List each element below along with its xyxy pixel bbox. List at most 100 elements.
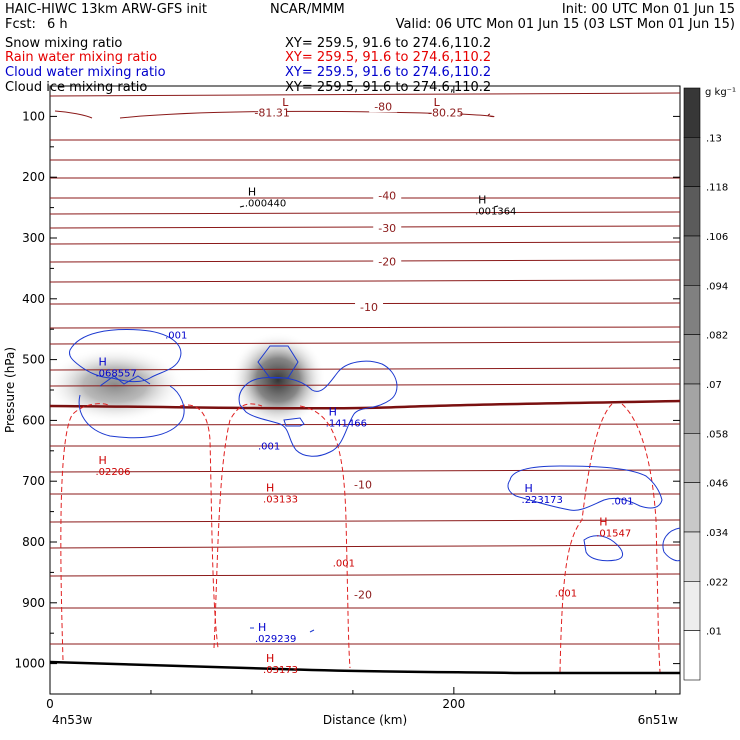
field-xy-cloud-ice: XY= 259.5, 91.6 to 274.6,110.2 <box>285 80 491 95</box>
colorbar-label: .07 <box>706 380 722 391</box>
contour-label: .001 <box>258 442 280 453</box>
cloud-contour <box>250 627 315 633</box>
colorbar-label: .01 <box>706 627 722 638</box>
colorbar-label: .058 <box>706 429 728 440</box>
contour-label: .001 <box>165 330 187 341</box>
extremum-value: .03173 <box>263 665 298 676</box>
extremum-marker: H <box>329 406 337 419</box>
rain-contour <box>179 404 219 649</box>
isotherm-label-bg <box>348 590 377 601</box>
contour-value-labels: .001 .001 .001 .001 .001 <box>165 330 634 599</box>
colorbar-label: .106 <box>706 232 728 243</box>
cloud-contour <box>238 360 398 457</box>
isotherm <box>49 241 681 245</box>
colorbar-bin <box>683 186 701 237</box>
extremum-marker: H <box>98 454 106 467</box>
isotherm-label: -80 <box>374 100 392 113</box>
colorbar-bin <box>683 531 701 582</box>
y-tick-label: 600 <box>22 413 45 427</box>
rain-contour <box>213 403 263 649</box>
contour-label: .001 <box>555 589 577 600</box>
isotherm-label: -20 <box>354 589 372 602</box>
colorbar-bin <box>683 235 701 286</box>
isotherm-labels: -80 -81.31 -80.25 -40 -30 -20 -10 -10 -20 <box>254 100 463 601</box>
colorbar: .13 .118 .106 .094 .082 .07 .058 .046 .034 .022 .0… <box>683 87 728 681</box>
extremum-value: .03133 <box>263 495 298 506</box>
isotherm <box>49 383 681 387</box>
cloud-contour <box>69 329 182 383</box>
isotherm <box>49 92 681 97</box>
cloud-water-contours <box>69 329 681 633</box>
temperature-contours <box>49 92 681 645</box>
isotherm-label-bg <box>355 302 384 313</box>
extremum-value: .223173 <box>522 495 563 506</box>
extremum-marker: H <box>599 516 607 529</box>
isotherm-label: -10 <box>360 301 378 314</box>
x-tick-label: 0 <box>46 697 54 711</box>
field-name-cloud-water: Cloud water mixing ratio <box>5 65 166 80</box>
colorbar-bin <box>683 433 701 483</box>
cloud-contour <box>507 465 663 511</box>
contour-label: .001 <box>611 496 633 507</box>
extremum-marker: H <box>478 193 486 206</box>
y-tick-label: 100 <box>22 109 45 123</box>
y-tick-label: 900 <box>22 596 45 610</box>
y-tick-label: 800 <box>22 535 45 549</box>
isotherm-label-bg <box>369 102 398 113</box>
y-tick-label: 500 <box>22 353 45 367</box>
y-tick-label: 200 <box>22 170 45 184</box>
ice-core-left <box>45 347 185 423</box>
colorbar-bin <box>683 482 701 533</box>
colorbar-label: .034 <box>706 528 728 539</box>
isotherm-label-bg <box>373 257 402 268</box>
extremum-value: .01547 <box>596 529 631 540</box>
isotherm <box>49 341 681 345</box>
extremum-marker: H <box>525 482 533 495</box>
extremum-value: .029239 <box>255 634 296 645</box>
x-endpoint-right: 6n51w <box>638 713 679 727</box>
organization-label: NCAR/MMM <box>270 2 345 17</box>
isotherm <box>49 469 681 473</box>
colorbar-bin <box>683 87 701 138</box>
colorbar-bin <box>683 334 701 385</box>
x-axis-title: Distance (km) <box>323 713 407 727</box>
field-xy-snow: XY= 259.5, 91.6 to 274.6,110.2 <box>285 36 491 51</box>
colorbar-label: .118 <box>706 183 728 194</box>
plot-area: 100 200 300 400 500 600 700 800 900 1000 0 200 -80… <box>14 85 681 711</box>
rain-contour <box>299 405 351 669</box>
isotherm <box>49 573 681 577</box>
extremum-marker: H <box>266 652 274 665</box>
colorbar-unit: g kg⁻¹ <box>705 87 736 98</box>
snow-contour <box>239 205 245 208</box>
freezing-level <box>49 399 681 410</box>
colorbar-bin <box>683 285 701 335</box>
colorbar-label: .082 <box>706 331 728 342</box>
colorbar-label: .13 <box>706 133 722 144</box>
y-tick-label: 700 <box>22 474 45 488</box>
colorbar-bin <box>683 581 701 631</box>
isotherm-label-bg <box>373 223 402 234</box>
x-axis: 0 200 <box>46 86 657 711</box>
field-name-rain: Rain water mixing ratio <box>5 50 157 65</box>
colorbar-bin <box>683 630 701 681</box>
rain-contours <box>60 403 661 673</box>
contour-label: .001 <box>333 558 355 569</box>
isotherm <box>49 326 681 329</box>
y-axis: 100 200 300 400 500 600 700 800 900 1000 <box>14 109 680 671</box>
isotherm <box>49 225 681 229</box>
isotherm-label-bg <box>431 108 460 119</box>
isotherm <box>119 110 495 119</box>
isotherm-label-bg <box>348 480 377 491</box>
cloud-contour <box>662 527 681 562</box>
isotherm <box>49 544 681 549</box>
isotherm-label-bg <box>258 108 287 119</box>
isotherm-label: -10 <box>354 478 372 491</box>
isotherm-label: -81.31 <box>254 106 289 119</box>
isotherm <box>49 367 681 371</box>
extremum-marker: H <box>258 621 266 634</box>
isotherm-label: -40 <box>378 190 396 203</box>
colorbar-label: .046 <box>706 479 728 490</box>
extremum-value: .02206 <box>95 467 130 478</box>
y-tick-label: 400 <box>22 292 45 306</box>
